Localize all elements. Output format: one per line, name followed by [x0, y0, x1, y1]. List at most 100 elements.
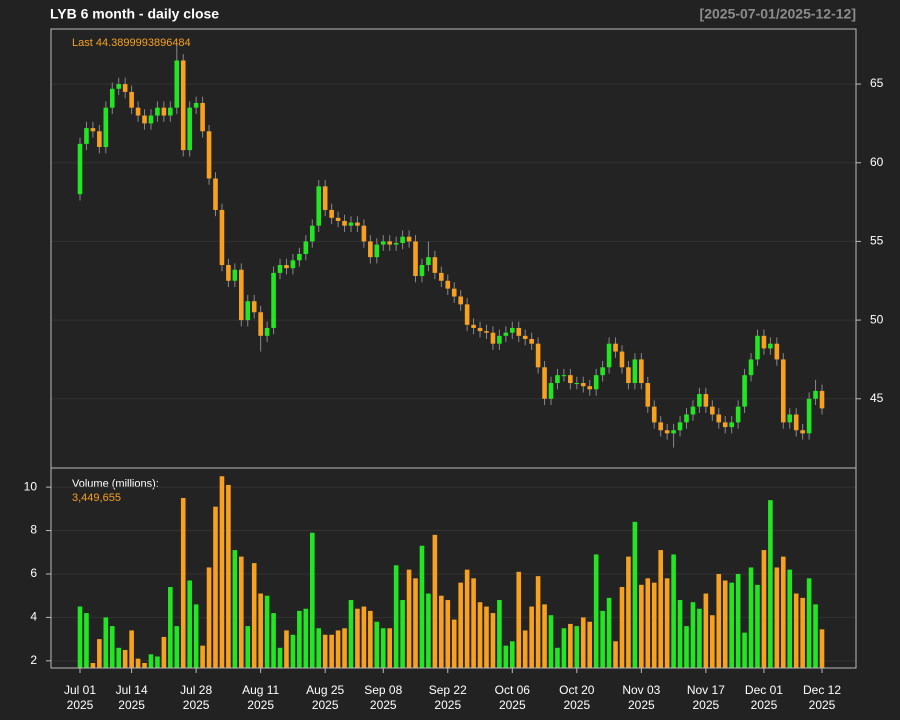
candle-body	[264, 327, 270, 336]
volume-bar	[626, 556, 631, 668]
volume-bar	[529, 606, 534, 668]
volume-bar	[716, 573, 722, 668]
volume-bar	[213, 506, 218, 668]
volume-bar	[477, 602, 483, 668]
candle-body	[406, 236, 412, 242]
candle-body	[284, 265, 289, 269]
x-tick-label: Jul 01	[64, 683, 96, 697]
candle-body	[174, 60, 180, 108]
volume-bar	[451, 619, 457, 668]
candle-body	[503, 332, 509, 336]
volume-bar	[658, 550, 663, 668]
candle-body	[697, 394, 702, 407]
candle-body	[522, 335, 528, 339]
y-tick-label: 55	[870, 234, 884, 248]
volume-bar	[355, 608, 360, 668]
candle-body	[226, 265, 231, 281]
volume-bar	[787, 569, 793, 668]
y-tick-label: 60	[870, 155, 884, 169]
candle-body	[361, 225, 367, 242]
x-tick-year: 2025	[628, 698, 655, 712]
candle-body	[761, 335, 767, 349]
volume-bar	[303, 608, 309, 668]
candle-body	[258, 312, 263, 336]
candle-body	[509, 327, 515, 333]
candle-body	[142, 115, 147, 124]
candle-body	[116, 84, 122, 89]
candle-body	[400, 236, 405, 243]
candle-body	[251, 301, 257, 313]
volume-bar	[458, 582, 463, 668]
candle-body	[716, 414, 722, 423]
volume-bar	[232, 550, 238, 668]
volume-bar	[206, 567, 212, 668]
candle-body	[245, 301, 251, 321]
volume-bar	[335, 630, 341, 668]
candle-body	[290, 260, 296, 269]
volume-bar	[800, 597, 805, 668]
volume-bar	[793, 593, 799, 668]
volume-bar	[284, 630, 289, 668]
volume-bar	[768, 500, 773, 668]
volume-bar	[722, 580, 728, 668]
volume-bar	[671, 554, 676, 668]
candle-body	[380, 241, 386, 245]
volume-tick-label: 8	[30, 523, 37, 537]
x-tick-label: Nov 17	[687, 683, 725, 697]
candle-body	[548, 383, 554, 399]
volume-bar	[97, 639, 102, 668]
candle-body	[793, 414, 799, 431]
volume-bar	[90, 663, 96, 668]
volume-bar	[664, 578, 670, 668]
y-tick-label: 45	[870, 391, 884, 405]
volume-bar	[761, 550, 767, 668]
x-tick-label: Sep 22	[429, 683, 467, 697]
volume-bar	[400, 600, 405, 668]
x-tick-year: 2025	[693, 698, 720, 712]
candle-body	[516, 327, 522, 336]
candle-body	[187, 107, 192, 151]
x-tick-year: 2025	[312, 698, 339, 712]
volume-bar	[393, 565, 399, 668]
price-panel	[51, 29, 856, 468]
volume-bar	[729, 582, 734, 668]
volume-bar	[755, 584, 760, 668]
volume-bar	[142, 663, 147, 668]
candle-body	[645, 383, 651, 407]
candle-body	[780, 359, 786, 423]
candle-body	[606, 343, 612, 368]
volume-bar	[445, 600, 451, 668]
volume-bar	[690, 602, 696, 668]
x-tick-year: 2025	[247, 698, 274, 712]
volume-bar	[329, 634, 334, 668]
x-tick-label: Jul 28	[180, 683, 212, 697]
candle-body	[632, 359, 638, 384]
volume-bar	[471, 578, 476, 668]
candle-body	[348, 222, 354, 226]
volume-bar	[161, 636, 167, 668]
volume-bar	[155, 656, 160, 668]
last-value: Last 44.3899993896484	[72, 37, 191, 49]
volume-bar	[316, 628, 322, 668]
volume-bar	[735, 573, 741, 668]
volume-bar	[322, 634, 328, 668]
candle-body	[374, 244, 380, 258]
volume-bar	[426, 593, 431, 668]
candle-body	[768, 343, 773, 349]
volume-bar	[497, 600, 502, 668]
volume-bar	[406, 569, 412, 668]
candle-body	[297, 254, 302, 261]
candle-body	[484, 331, 489, 333]
volume-bar	[484, 606, 489, 668]
candle-body	[580, 383, 586, 387]
volume-bar	[651, 582, 657, 668]
candle-body	[84, 128, 89, 144]
candle-body	[193, 102, 199, 108]
candle-body	[690, 406, 696, 415]
y-tick-label: 65	[870, 76, 884, 90]
candle-body	[271, 272, 276, 328]
volume-bar	[277, 647, 283, 668]
volume-bar	[548, 615, 554, 668]
candle-body	[316, 186, 322, 226]
candle-body	[322, 186, 328, 210]
